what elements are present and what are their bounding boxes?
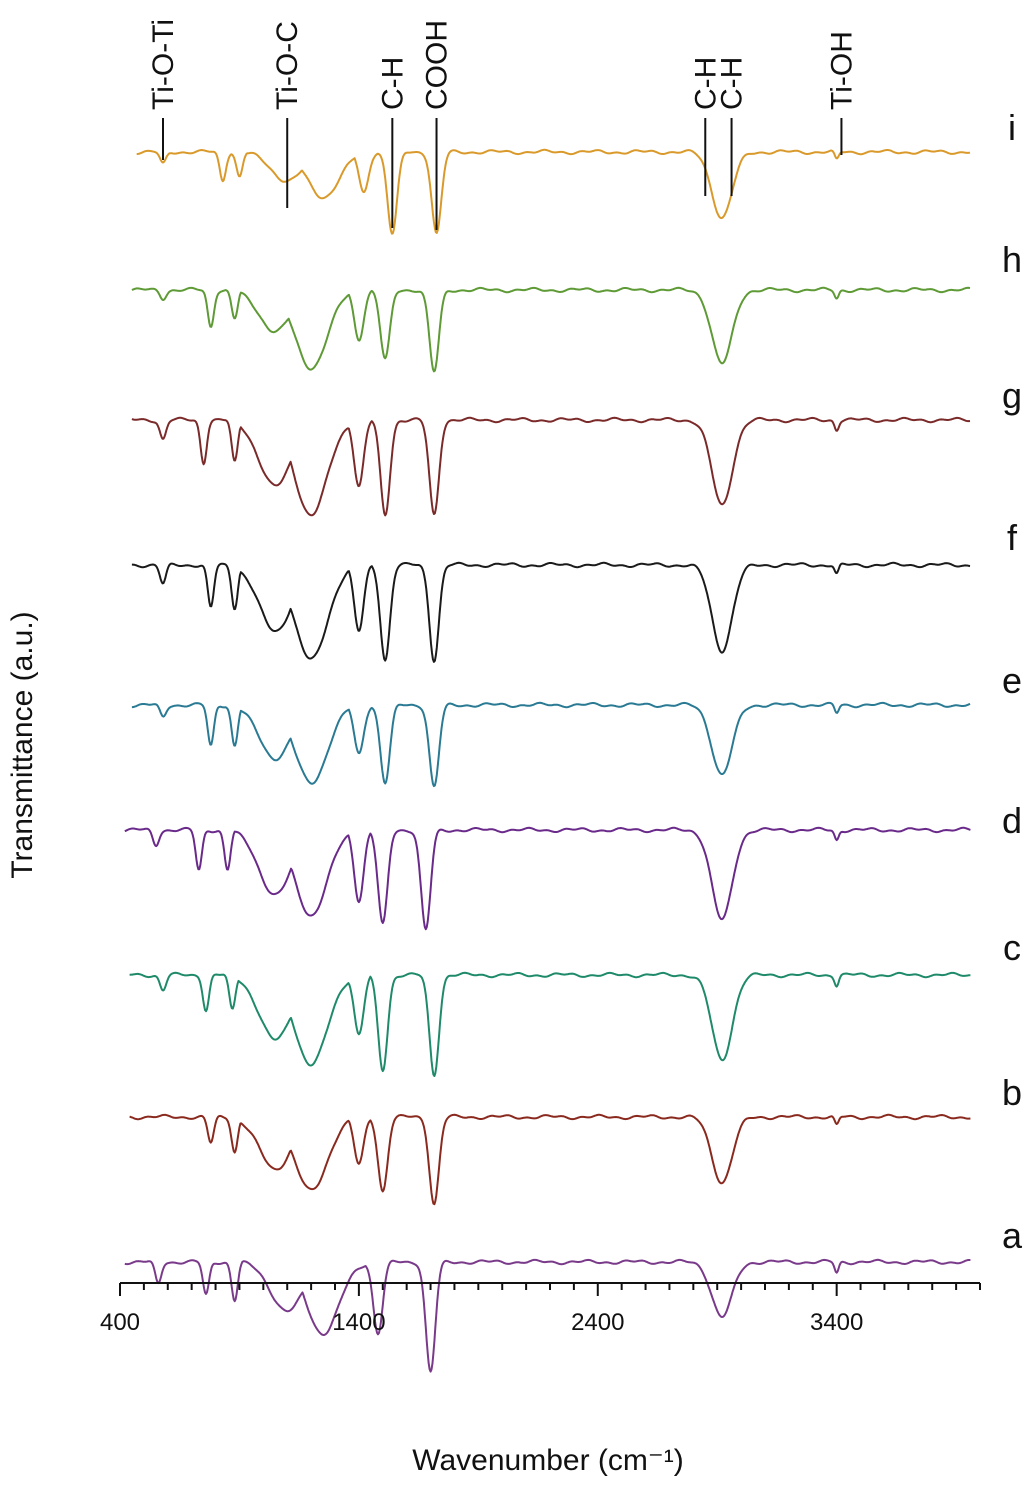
- series-g-line: [131, 416, 971, 517]
- x-axis-title: Wavenumber (cm⁻¹): [412, 1444, 683, 1477]
- peak-label: C-H: [689, 57, 722, 110]
- peak-label: Ti-O-C: [271, 21, 304, 110]
- peak-annotations: Ti-O-Ti Ti-O-C C-H COOH C-HC-H Ti-OH: [147, 19, 858, 230]
- series-h-label: h: [1002, 239, 1022, 280]
- series-f-line: [131, 561, 971, 663]
- peak-label: Ti-OH: [825, 31, 858, 110]
- series-b-label: b: [1002, 1072, 1022, 1113]
- series-a-label: a: [1002, 1215, 1023, 1256]
- peak-label: C-H: [716, 57, 749, 110]
- series-c-label: c: [1003, 927, 1021, 968]
- y-axis-title: Transmittance (a.u.): [6, 611, 39, 878]
- series-i-label: i: [1008, 107, 1016, 148]
- x-tick-label: 1400: [332, 1309, 385, 1336]
- series-b-line: [129, 1113, 971, 1206]
- peak-label: COOH: [421, 20, 454, 110]
- series-i-line: [136, 148, 971, 235]
- series-e-label: e: [1002, 660, 1022, 701]
- peak-label: C-H: [376, 57, 409, 110]
- series-d-label: d: [1002, 800, 1022, 841]
- series-h-line: [131, 286, 971, 373]
- x-tick-label: 3400: [810, 1309, 863, 1336]
- series-e-line: [131, 701, 971, 788]
- x-tick-label: 2400: [571, 1309, 624, 1336]
- spectra-traces: i h g f e d c b a: [124, 107, 1023, 1373]
- series-f-label: f: [1007, 517, 1018, 558]
- peak-label: Ti-O-Ti: [147, 19, 180, 110]
- series-g-label: g: [1002, 375, 1022, 416]
- series-d-line: [124, 826, 971, 931]
- x-tick-label: 400: [100, 1309, 140, 1336]
- x-axis: 400 1400 2400 3400: [100, 1282, 981, 1336]
- series-c-line: [129, 971, 971, 1077]
